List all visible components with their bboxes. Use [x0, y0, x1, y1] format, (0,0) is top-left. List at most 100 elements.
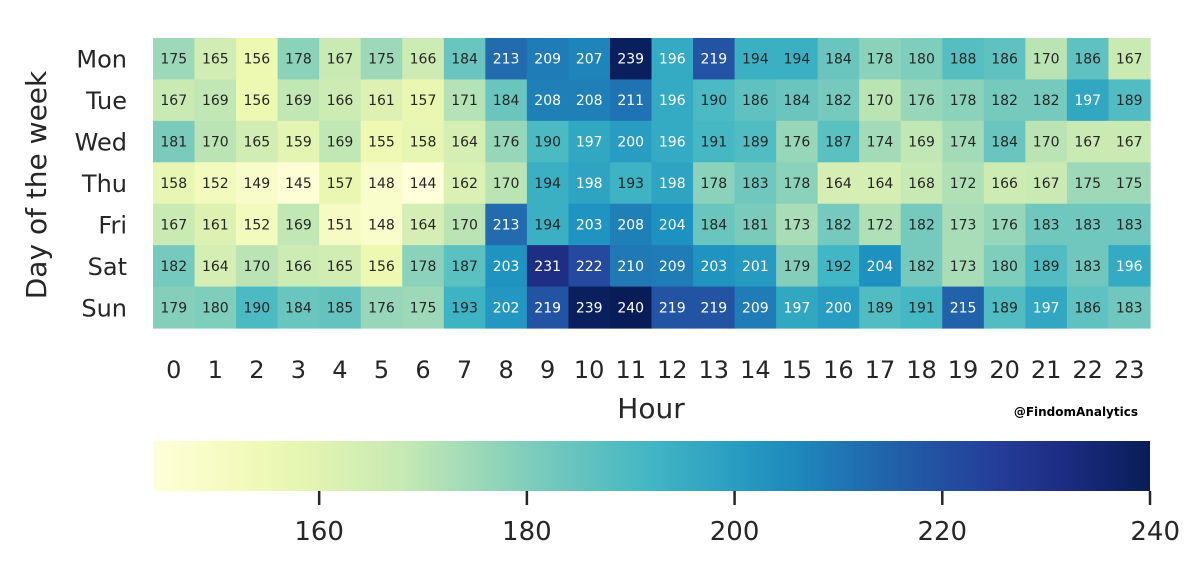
cell-value-label: 182 — [1033, 93, 1060, 109]
heatmap-cell — [402, 162, 445, 205]
heatmap-cell — [1108, 203, 1151, 246]
heatmap-cell — [360, 162, 403, 205]
cell-value-label: 180 — [908, 52, 935, 68]
y-tick-label: Sun — [81, 294, 127, 322]
heatmap-cell — [402, 286, 445, 329]
cell-value-label: 161 — [202, 217, 229, 233]
y-tick-label: Mon — [76, 46, 127, 74]
heatmap-cell — [859, 162, 902, 205]
cell-value-label: 198 — [576, 176, 603, 192]
cell-value-label: 187 — [451, 259, 478, 275]
heatmap-cell — [1108, 120, 1151, 163]
cell-value-label: 164 — [825, 176, 852, 192]
cell-value-label: 190 — [243, 300, 270, 316]
cell-value-label: 196 — [659, 93, 686, 109]
x-tick-label: 12 — [657, 356, 688, 384]
heatmap-cell — [651, 286, 694, 329]
heatmap-cell — [734, 162, 777, 205]
cell-value-label: 158 — [410, 135, 437, 151]
heatmap-cell — [194, 120, 237, 163]
x-tick-label: 9 — [540, 356, 555, 384]
heatmap-cell — [776, 203, 819, 246]
heatmap-cell — [236, 38, 279, 81]
heatmap-cell — [693, 245, 736, 288]
cell-value-label: 182 — [908, 217, 935, 233]
cell-value-label: 239 — [576, 300, 603, 316]
cell-value-label: 194 — [534, 176, 561, 192]
cell-value-label: 167 — [160, 93, 187, 109]
heatmap-cell — [153, 286, 196, 329]
cell-value-label: 167 — [160, 217, 187, 233]
cell-value-label: 144 — [410, 176, 437, 192]
heatmap-cell — [942, 162, 985, 205]
cell-value-label: 183 — [1033, 217, 1060, 233]
cell-value-label: 176 — [908, 93, 935, 109]
cell-value-label: 178 — [410, 259, 437, 275]
heatmap-cell — [900, 79, 943, 122]
cell-value-label: 178 — [285, 52, 312, 68]
heatmap-cell — [402, 120, 445, 163]
cell-value-label: 158 — [160, 176, 187, 192]
heatmap-cell — [568, 162, 611, 205]
heatmap-cell — [817, 203, 860, 246]
heatmap-cell — [153, 203, 196, 246]
cell-value-label: 151 — [327, 217, 354, 233]
heatmap-cell — [942, 79, 985, 122]
cell-value-label: 172 — [950, 176, 977, 192]
cell-value-label: 180 — [991, 259, 1018, 275]
heatmap-cell — [194, 203, 237, 246]
cell-value-label: 186 — [1074, 300, 1101, 316]
heatmap-cell — [526, 120, 570, 163]
heatmap-cell — [153, 79, 196, 122]
x-axis-title: Hour — [617, 392, 685, 425]
heatmap-cell — [194, 38, 237, 81]
heatmap-cell — [443, 203, 486, 246]
y-tick-label: Wed — [75, 129, 127, 157]
cell-value-label: 187 — [825, 135, 852, 151]
cell-value-label: 175 — [1074, 176, 1101, 192]
cell-value-label: 175 — [1116, 176, 1143, 192]
cell-value-label: 176 — [784, 135, 811, 151]
cell-value-label: 183 — [1116, 300, 1143, 316]
heatmap-cell — [526, 203, 570, 246]
heatmap-cell — [776, 38, 819, 81]
heatmap-cell — [817, 79, 860, 122]
heatmap-cell — [651, 38, 694, 81]
heatmap-cell — [983, 79, 1026, 122]
cell-value-label: 222 — [576, 259, 603, 275]
cell-value-label: 165 — [243, 135, 270, 151]
heatmap-cell — [942, 286, 985, 329]
x-tick-label: 1 — [208, 356, 223, 384]
heatmap-cell — [734, 245, 777, 288]
cell-value-label: 219 — [700, 52, 727, 68]
heatmap-cell — [443, 120, 486, 163]
heatmap-cell — [1066, 79, 1110, 122]
heatmap-cell — [402, 38, 445, 81]
heatmap-cell — [859, 286, 902, 329]
cell-value-label: 180 — [202, 300, 229, 316]
cell-value-label: 174 — [867, 135, 894, 151]
heatmap-cell — [900, 203, 943, 246]
heatmap-cell — [817, 245, 860, 288]
heatmap-cell — [568, 203, 611, 246]
heatmap-cell — [568, 286, 611, 329]
heatmap-cell — [859, 203, 902, 246]
cell-value-label: 189 — [1033, 259, 1060, 275]
cell-value-label: 170 — [243, 259, 270, 275]
heatmap-cell — [776, 286, 819, 329]
cell-value-label: 186 — [742, 93, 769, 109]
heatmap-cell — [1025, 245, 1068, 288]
cell-value-label: 164 — [867, 176, 894, 192]
cell-value-label: 156 — [243, 52, 270, 68]
heatmap-cell — [277, 79, 320, 122]
heatmap-cell — [942, 120, 985, 163]
heatmap-cell — [1025, 79, 1068, 122]
cell-value-label: 209 — [659, 259, 686, 275]
cell-value-label: 178 — [700, 176, 727, 192]
heatmap-cell — [817, 120, 860, 163]
x-tick-label: 7 — [457, 356, 472, 384]
cell-value-label: 176 — [368, 300, 395, 316]
cell-value-label: 166 — [285, 259, 312, 275]
heatmap-cell — [1025, 38, 1068, 81]
cell-value-label: 189 — [742, 135, 769, 151]
